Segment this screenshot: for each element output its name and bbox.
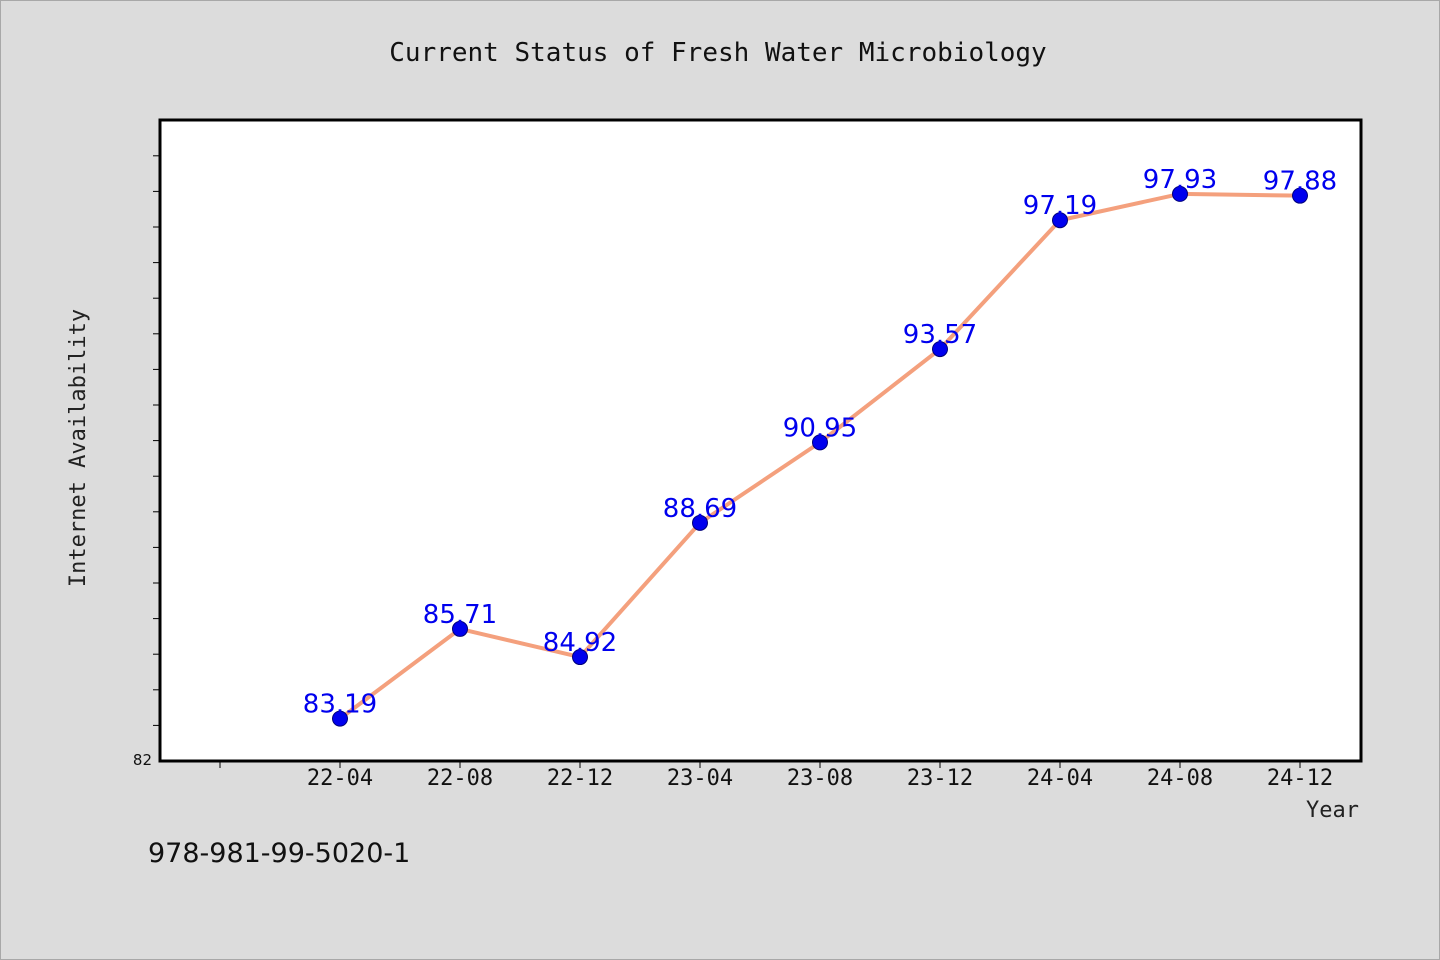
- x-tick-label: 23-04: [667, 766, 733, 791]
- data-point-layer: [332, 185, 1308, 727]
- plot-area: [158, 118, 1363, 763]
- data-point: [1172, 185, 1188, 202]
- data-label-layer: 83.19 85.71 84.92 88.69 90.95 93.57 97.19 97.93…: [303, 165, 1337, 720]
- data-label: 93.57: [903, 320, 977, 350]
- data-point: [1292, 187, 1308, 204]
- data-label: 97.19: [1023, 191, 1097, 221]
- x-tick-label: 24-12: [1267, 766, 1333, 791]
- data-label: 88.69: [663, 494, 737, 524]
- data-point: [812, 434, 828, 451]
- data-point: [452, 620, 468, 637]
- y-axis-label: Internet Availability: [66, 309, 91, 587]
- data-point: [1052, 212, 1068, 229]
- data-label: 90.95: [783, 413, 857, 443]
- data-point: [692, 514, 708, 531]
- x-tick-label: 22-12: [547, 766, 613, 791]
- y-axis-ticks: [153, 155, 160, 726]
- x-tick-label: 24-08: [1147, 766, 1213, 791]
- data-point: [332, 710, 348, 727]
- data-label: 97.88: [1263, 167, 1337, 197]
- data-label: 97.93: [1143, 165, 1217, 195]
- x-axis-ticks: 22-04 22-08 22-12 23-04 23-08 23-12 24-04 24-08…: [219, 761, 1333, 791]
- x-tick-label: 24-04: [1027, 766, 1093, 791]
- x-tick-label: 23-12: [907, 766, 973, 791]
- y-axis-min-label: 82: [133, 751, 152, 769]
- footer-isbn: 978-981-99-5020-1: [148, 838, 410, 869]
- data-label: 83.19: [303, 690, 377, 720]
- data-label: 85.71: [423, 600, 497, 630]
- chart-title: Current Status of Fresh Water Microbiolo…: [389, 38, 1046, 68]
- x-tick-label: 23-08: [787, 766, 853, 791]
- data-point: [572, 649, 588, 666]
- x-tick-label: 22-08: [427, 766, 493, 791]
- x-tick-label: 22-04: [307, 766, 373, 791]
- data-label: 84.92: [543, 628, 617, 658]
- data-point: [932, 341, 948, 358]
- x-axis-label: Year: [1306, 798, 1359, 823]
